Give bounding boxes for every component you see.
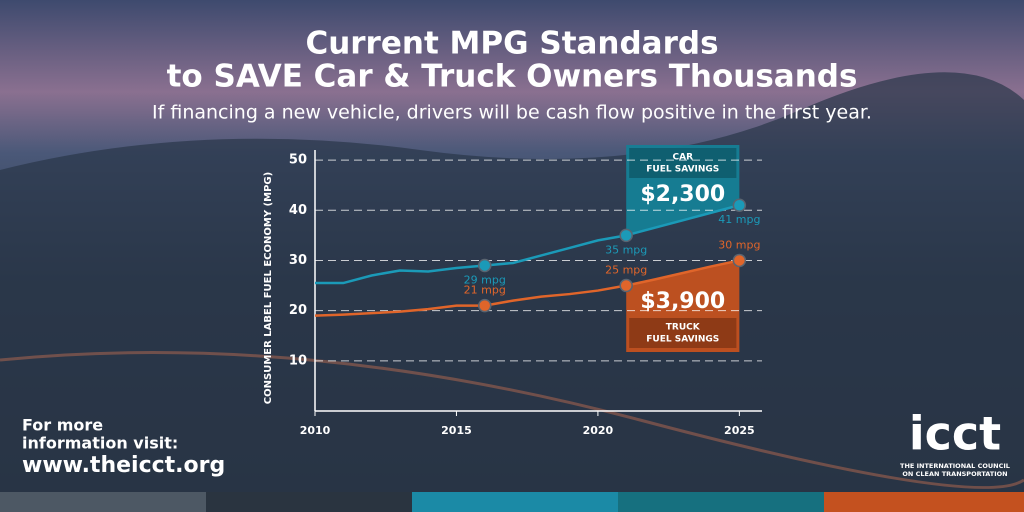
callout-amount: $3,900	[640, 289, 725, 314]
title: Current MPG Standards	[305, 26, 718, 62]
point-marker	[732, 198, 747, 212]
footer-text: information visit:	[22, 434, 178, 453]
y-tick-label: 10	[289, 353, 307, 368]
callout-heading: TRUCK	[666, 323, 701, 333]
value-label: 25 mpg	[605, 264, 647, 277]
value-label: 30 mpg	[718, 238, 760, 251]
point-marker	[477, 298, 492, 313]
point-marker	[732, 253, 747, 268]
callout-header	[629, 148, 737, 178]
y-tick-label: 50	[289, 153, 307, 168]
callout-heading: FUEL SAVINGS	[646, 165, 719, 175]
subtitle: If financing a new vehicle, drivers will…	[152, 102, 872, 124]
y-tick-label: 40	[289, 203, 307, 218]
footer-text: For more	[22, 416, 103, 435]
logo: icct	[909, 407, 1001, 461]
callout-heading: CAR	[673, 153, 694, 163]
x-tick-label: 2020	[583, 424, 614, 437]
y-axis-label: CONSUMER LABEL FUEL ECONOMY (MPG)	[263, 172, 274, 404]
x-tick-label: 2015	[441, 424, 472, 437]
hills	[0, 72, 1024, 512]
logo-text: ON CLEAN TRANSPORTATION	[902, 470, 1007, 478]
value-label: 41 mpg	[718, 213, 760, 226]
value-label: 35 mpg	[605, 243, 647, 256]
value-label: 21 mpg	[464, 284, 506, 297]
x-tick-label: 2010	[300, 424, 331, 437]
logo-text: THE INTERNATIONAL COUNCIL	[900, 462, 1010, 470]
callout-header	[629, 318, 737, 348]
point-marker	[619, 278, 633, 293]
callout-amount: $2,300	[640, 182, 725, 207]
y-tick-label: 20	[289, 303, 307, 318]
series-line	[314, 259, 740, 317]
callout-heading: FUEL SAVINGS	[646, 335, 719, 345]
color-strip	[0, 492, 1024, 512]
plot: CAR FUEL SAVINGS $2,300 $3,900 TRUCK FUEL SAV…	[289, 145, 762, 437]
value-label: 29 mpg	[464, 273, 506, 286]
point-marker	[477, 258, 492, 273]
y-tick-label: 30	[289, 253, 307, 268]
x-tick-label: 2025	[724, 424, 755, 437]
series-line	[315, 204, 740, 285]
road-light	[0, 351, 1024, 489]
title: to SAVE Car & Truck Owners Thousands	[167, 59, 858, 95]
footer-url: www.theicct.org	[22, 453, 225, 478]
point-marker	[619, 228, 633, 243]
